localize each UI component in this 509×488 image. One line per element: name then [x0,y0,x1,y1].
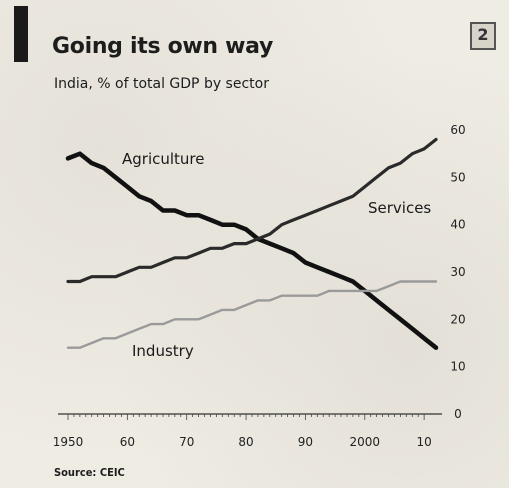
chart-title: Going its own way [52,34,274,59]
series-labels: Agriculture Services Industry [122,150,431,360]
header-tab-marker [14,6,28,62]
x-tick-label: 80 [238,435,253,449]
series-line-industry [66,280,438,349]
chart-subtitle: India, % of total GDP by sector [54,76,269,92]
x-tick-label: 90 [298,435,313,449]
y-tick-label: 0 [454,407,462,421]
y-tick-label: 30 [450,265,465,279]
x-tick-label: 70 [179,435,194,449]
y-tick-label: 20 [450,312,465,326]
series-lines [65,137,439,350]
chart-number-badge: 2 [470,22,496,50]
plot-area [58,413,442,420]
series-line-agriculture [65,151,439,350]
series-line-services [66,137,438,284]
series-label-industry: Industry [132,342,194,360]
series-label-agriculture: Agriculture [122,150,205,168]
x-axis-ticks: 1950 60 70 80 90 2000 10 [53,435,432,449]
x-tick-label: 2000 [350,435,381,449]
y-axis-ticks: 0 10 20 30 40 50 60 [450,123,465,421]
x-tick-label: 60 [120,435,135,449]
y-tick-label: 50 [450,170,465,184]
y-tick-label: 10 [450,360,465,374]
x-tick-label: 1950 [53,435,84,449]
series-label-services: Services [368,199,431,217]
source-note: Source: CEIC [54,466,125,479]
x-tick-label: 10 [416,435,431,449]
y-tick-label: 40 [450,218,465,232]
y-tick-label: 60 [450,123,465,137]
